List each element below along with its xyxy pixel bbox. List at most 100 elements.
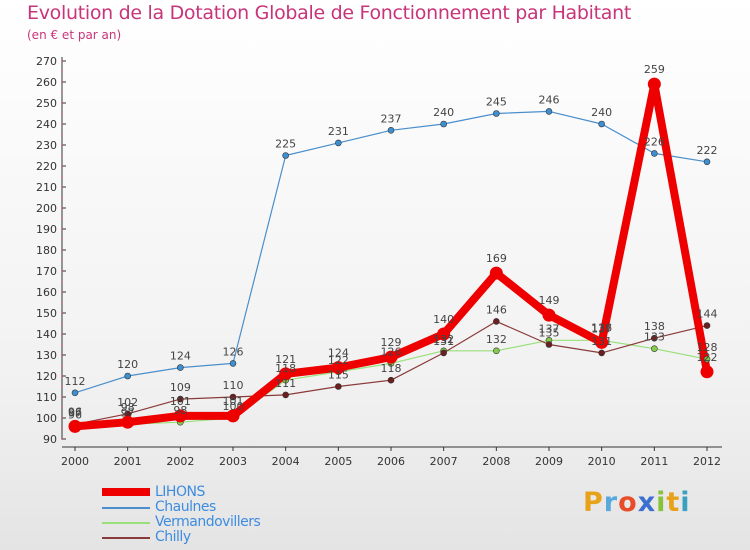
data-label: 98 <box>121 401 135 414</box>
data-point <box>68 419 82 433</box>
y-tick-label: 110 <box>36 391 57 404</box>
data-label: 97 <box>68 406 82 419</box>
data-label: 237 <box>381 112 402 125</box>
data-point <box>651 345 658 353</box>
legend-label: LIHONS <box>155 484 205 500</box>
data-point <box>647 77 661 91</box>
data-label: 122 <box>697 351 718 364</box>
y-tick-label: 200 <box>36 202 57 215</box>
legend-swatch <box>102 488 150 496</box>
data-label: 98 <box>173 404 187 417</box>
data-point <box>598 120 605 128</box>
data-point <box>229 393 237 401</box>
data-point <box>121 415 135 429</box>
y-minor-tick <box>61 417 63 419</box>
data-point <box>703 355 711 363</box>
y-minor-tick <box>61 322 63 325</box>
y-minor-tick <box>61 133 63 136</box>
logo-letter: i <box>680 487 691 518</box>
legend-swatch <box>102 537 150 539</box>
data-point <box>598 349 605 357</box>
data-label: 101 <box>170 395 191 408</box>
data-point <box>651 150 658 157</box>
y-minor-tick <box>61 375 63 377</box>
data-label: 122 <box>328 354 349 367</box>
data-label: 133 <box>644 331 665 344</box>
y-minor-tick <box>61 406 63 409</box>
y-minor-tick <box>61 312 63 314</box>
y-tick-label: 130 <box>36 349 57 362</box>
y-minor-tick <box>61 70 63 73</box>
y-minor-tick <box>61 112 63 115</box>
data-label: 101 <box>223 395 244 408</box>
y-minor-tick <box>61 270 63 272</box>
data-label: 96 <box>68 405 82 418</box>
y-tick-label: 210 <box>36 181 57 194</box>
data-label: 259 <box>644 63 665 76</box>
data-label: 112 <box>65 375 86 388</box>
data-label: 138 <box>644 320 665 333</box>
y-tick-label: 150 <box>36 307 57 320</box>
y-tick-label: 100 <box>36 412 57 425</box>
y-tick-label: 260 <box>36 76 57 89</box>
y-minor-tick <box>61 301 63 304</box>
x-tick-label: 2008 <box>482 455 510 468</box>
y-tick-label: 220 <box>36 160 57 173</box>
y-minor-tick <box>61 259 63 262</box>
legend-label: Chilly <box>155 529 191 545</box>
chart-subtitle: (en € et par an) <box>27 28 122 42</box>
x-tick-label: 2010 <box>588 455 616 468</box>
y-minor-tick <box>61 186 63 188</box>
data-point <box>493 347 500 355</box>
y-minor-tick <box>61 427 63 430</box>
y-minor-tick <box>61 354 63 356</box>
y-minor-tick <box>61 123 63 125</box>
y-tick-label: 140 <box>36 328 57 341</box>
data-label: 137 <box>591 322 612 335</box>
x-tick-label: 2005 <box>324 455 352 468</box>
data-point <box>493 110 500 117</box>
data-label: 124 <box>170 350 191 363</box>
x-tick-label: 2002 <box>166 455 194 468</box>
y-minor-tick <box>61 91 63 94</box>
data-label: 97 <box>121 406 135 419</box>
data-label: 132 <box>486 333 507 346</box>
data-label: 240 <box>591 106 612 119</box>
y-tick-label: 240 <box>36 118 57 131</box>
data-point <box>387 376 395 384</box>
y-tick-label: 270 <box>36 55 57 68</box>
legend-label: Chaulnes <box>155 499 216 515</box>
data-label: 118 <box>275 362 296 375</box>
data-label: 225 <box>275 138 296 151</box>
y-minor-tick <box>61 102 63 104</box>
data-label: 126 <box>381 345 402 358</box>
y-minor-tick <box>61 144 63 146</box>
x-tick-label: 2000 <box>61 455 89 468</box>
logo-letter: t <box>666 487 681 518</box>
data-point <box>542 308 556 322</box>
data-point <box>229 360 237 367</box>
data-label: 226 <box>644 135 665 148</box>
data-label: 132 <box>433 333 454 346</box>
data-label: 131 <box>591 335 612 348</box>
data-point <box>282 391 289 399</box>
data-label: 120 <box>117 358 138 371</box>
data-point <box>177 364 184 371</box>
y-tick-label: 120 <box>36 370 57 383</box>
data-point <box>703 322 711 329</box>
data-point <box>226 409 240 423</box>
y-minor-tick <box>61 343 63 346</box>
data-label: 111 <box>275 377 296 390</box>
y-minor-tick <box>61 364 63 367</box>
x-tick-label: 2012 <box>693 455 721 468</box>
y-tick-label: 90 <box>43 433 57 446</box>
data-label: 246 <box>539 93 560 106</box>
data-point <box>595 335 609 349</box>
x-tick-label: 2003 <box>219 455 247 468</box>
data-point <box>335 383 342 390</box>
logo-letter: r <box>603 487 619 518</box>
data-point <box>279 367 293 381</box>
data-label: 102 <box>117 396 138 409</box>
legend-swatch <box>102 522 150 524</box>
